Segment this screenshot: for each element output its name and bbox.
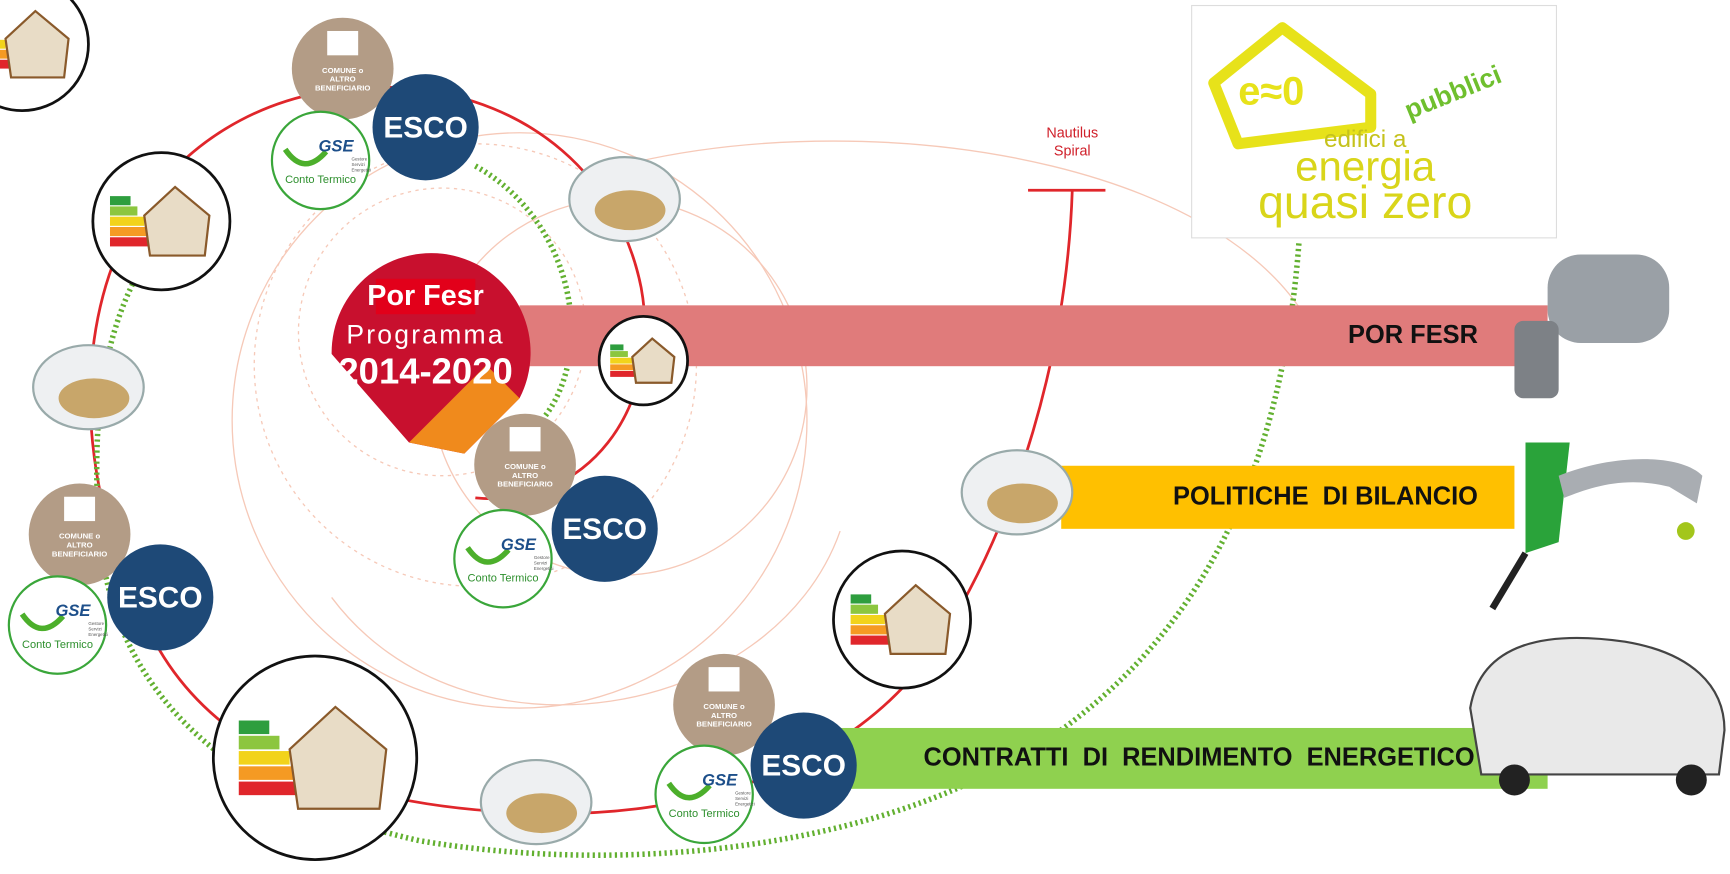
- gse-sub: Energetici: [735, 801, 755, 806]
- comune-text: COMUNE o: [504, 462, 546, 471]
- energy-class: [610, 351, 628, 357]
- comune-building: [510, 427, 541, 451]
- logo-text: 2014-2020: [338, 351, 512, 392]
- energy-class: [110, 217, 144, 226]
- energy-class: [239, 766, 300, 780]
- bar-label: POR FESR: [1348, 321, 1478, 349]
- comune-text: COMUNE o: [59, 532, 101, 541]
- comune-text: ALTRO: [67, 540, 93, 549]
- bar-label: CONTRATTI DI RENDIMENTO ENERGETICO: [924, 744, 1475, 772]
- gse-sub: Energetici: [88, 632, 108, 637]
- fuel-nozzle-icon: [1492, 443, 1702, 609]
- comune-text: ALTRO: [512, 471, 538, 480]
- energy-class: [851, 605, 878, 614]
- energy-class: [851, 625, 892, 634]
- coins: [987, 483, 1058, 523]
- logo-text: Por Fesr: [367, 280, 484, 312]
- gse-text: GSE: [319, 137, 355, 156]
- energy-class: [610, 344, 623, 350]
- conto-text: Conto Termico: [22, 639, 93, 651]
- energy-class: [110, 196, 131, 205]
- car-icon: [1470, 638, 1724, 796]
- gse-sub: Servizi: [352, 162, 365, 167]
- comune-text: BENEFICIARIO: [315, 84, 370, 93]
- house-icon: [93, 153, 230, 290]
- logo-text: Programma: [346, 319, 504, 349]
- nzeb-logo: e≈0 pubblici edifici a energia quasi zer…: [1192, 6, 1557, 238]
- comune-building: [327, 31, 358, 55]
- coins: [506, 793, 577, 833]
- gse-sub: Servizi: [735, 796, 748, 801]
- gse-sub: Servizi: [88, 627, 101, 632]
- gse-sub: Energetici: [534, 566, 554, 571]
- comune-text: BENEFICIARIO: [497, 480, 552, 489]
- coins: [595, 190, 666, 230]
- esco-text: ESCO: [118, 582, 203, 615]
- comune-text: ALTRO: [330, 75, 356, 84]
- gse-text: GSE: [501, 535, 537, 554]
- energy-class: [110, 227, 151, 236]
- gse-sub: Gestore: [534, 555, 550, 560]
- energy-class: [110, 206, 137, 215]
- comune-text: COMUNE o: [322, 66, 364, 75]
- coins: [59, 378, 130, 418]
- spiral-label: Nautilus: [1046, 126, 1098, 142]
- gse-sub: Servizi: [534, 560, 547, 565]
- gse-sub: Gestore: [735, 790, 751, 795]
- energy-class: [239, 751, 290, 765]
- conto-text: Conto Termico: [467, 573, 538, 585]
- house-icon: [0, 0, 88, 111]
- gse-sub: Energetici: [352, 168, 372, 173]
- piggy-bank: [569, 157, 680, 241]
- esco-text: ESCO: [761, 750, 846, 783]
- house-icon: [833, 551, 970, 688]
- gse-text: GSE: [702, 770, 738, 789]
- key-icon: [1514, 254, 1669, 398]
- diagram: POR FESR POLITICHE DI BILANCIO CONTRATTI…: [0, 0, 1730, 874]
- energy-class: [239, 736, 280, 750]
- energy-class: [239, 721, 270, 735]
- conto-text: Conto Termico: [285, 174, 356, 186]
- comune-text: BENEFICIARIO: [52, 549, 107, 558]
- comune-text: BENEFICIARIO: [696, 720, 751, 729]
- nzeb-icon: e≈0: [1238, 70, 1304, 114]
- conto-text: Conto Termico: [669, 808, 740, 820]
- energy-class: [851, 594, 872, 603]
- comune-building: [709, 667, 740, 691]
- piggy-bank: [962, 450, 1073, 534]
- gse-sub: Gestore: [352, 156, 368, 161]
- energy-class: [610, 358, 632, 364]
- esco-text: ESCO: [562, 513, 647, 546]
- house-icon: [599, 316, 687, 405]
- house-icon: [213, 656, 416, 860]
- esco-text: ESCO: [383, 111, 468, 144]
- energy-class: [0, 40, 6, 49]
- piggy-bank: [481, 760, 592, 844]
- comune-building: [64, 497, 95, 521]
- nzeb-text: quasi zero: [1258, 176, 1472, 228]
- comune-text: COMUNE o: [703, 702, 745, 711]
- spiral-label: Spiral: [1054, 143, 1091, 159]
- gse-sub: Gestore: [88, 621, 104, 626]
- gse-text: GSE: [55, 601, 91, 620]
- bar-label: POLITICHE DI BILANCIO: [1173, 483, 1478, 511]
- comune-text: ALTRO: [711, 711, 737, 720]
- piggy-bank: [33, 345, 144, 429]
- energy-class: [851, 615, 885, 624]
